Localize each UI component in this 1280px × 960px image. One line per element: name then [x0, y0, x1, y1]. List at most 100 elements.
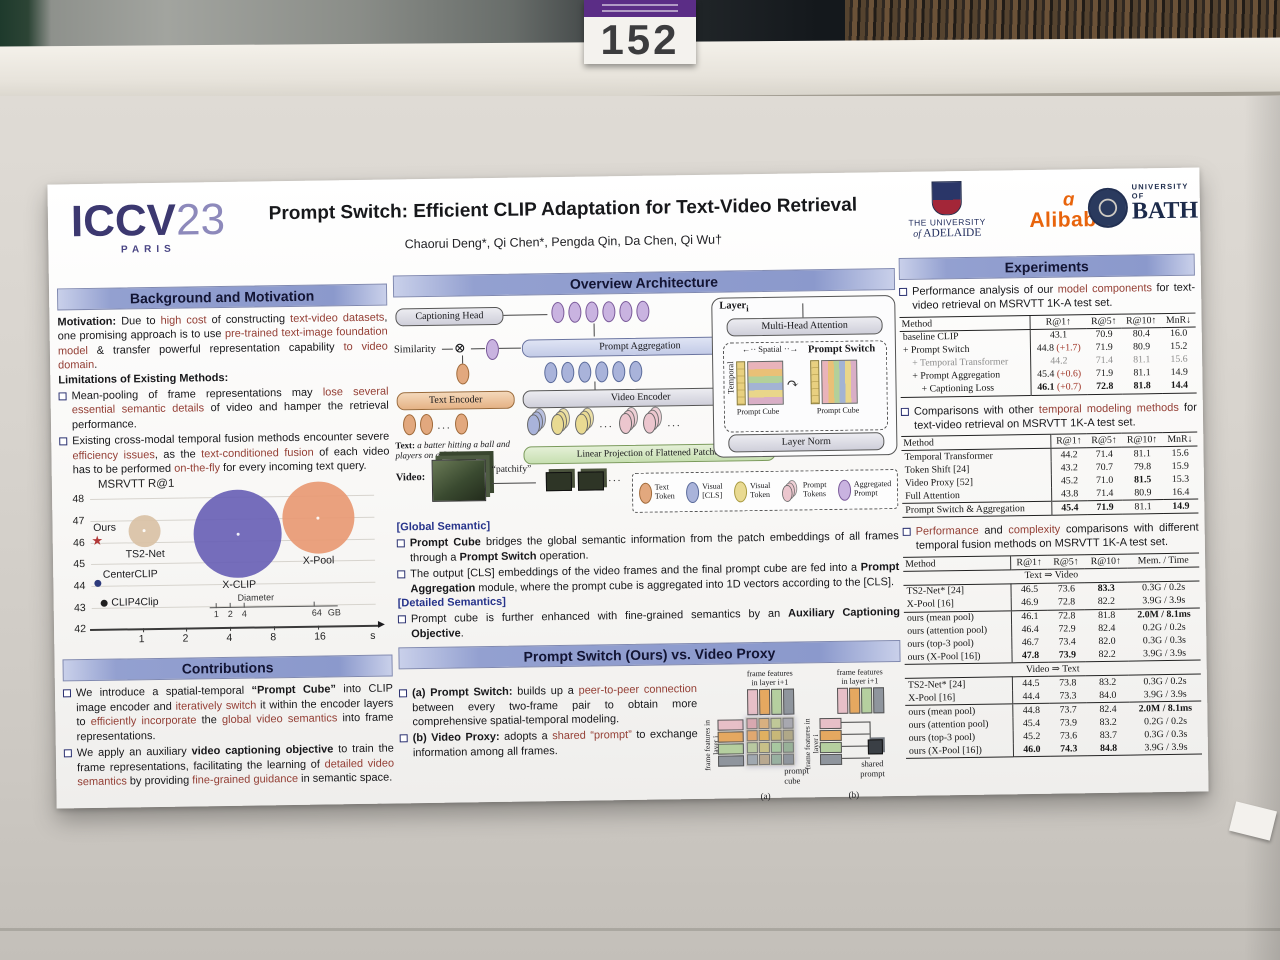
- detailed-semantics-list: Prompt cube is further enhanced with fin…: [397, 605, 900, 641]
- shared-prompt-square: [867, 739, 883, 755]
- legend-item-aggregated-prompt: Aggregated Prompt: [837, 479, 892, 501]
- bullet-square-icon: [397, 615, 406, 624]
- experiments-note-3: Performance and complexity comparisons w…: [902, 521, 1199, 554]
- experiments-note-1: Performance analysis of our model compon…: [899, 281, 1195, 314]
- chart-point-label: CLIP4Clip: [111, 596, 159, 610]
- text-caption: Text: a batter hitting a ball and player…: [395, 439, 517, 461]
- legend-item-visual-token: Visual Token: [733, 480, 771, 502]
- bullet-square-icon: [900, 407, 909, 416]
- diameter-legend-label: Diameter: [237, 592, 275, 604]
- bath-text: UNIVERSITY OF BATH: [1132, 182, 1199, 225]
- msrvtt-bubble-chart: MSRVTT R@1 42 43 44 45 46 47 48 ▶ 1 2 4 8 16 s X-CLIP X-…: [60, 477, 386, 652]
- y-tick-label: 43: [73, 601, 86, 615]
- global-semantic-list: Prompt Cube bridges the global semantic …: [396, 529, 900, 596]
- middle-column: Overview Architecture Captioning Head Si…: [392, 268, 903, 815]
- x-axis-arrow-icon: ▶: [377, 619, 385, 630]
- prompt-cube-label: Prompt Cube: [816, 405, 860, 416]
- video-proxy-figure-b: frame features in layer i+1 frame feature…: [802, 667, 903, 808]
- legend-item-prompt-tokens: Prompt Tokens: [781, 477, 827, 504]
- section-header-background: Background and Motivation: [56, 283, 388, 311]
- legend-item-visual-cls: Visual [CLS]: [686, 481, 723, 503]
- chart-point-label: X-CLIP: [222, 578, 257, 592]
- x-tick: [186, 628, 188, 633]
- x-tick-label: 2: [182, 633, 189, 646]
- contributions-list: We introduce a spatial-temporal “Prompt …: [62, 682, 395, 790]
- text-token-row: ···: [402, 413, 469, 436]
- adelaide-of: of: [913, 228, 922, 240]
- x-unit-label: s: [370, 630, 376, 643]
- bullet-item: Existing cross-modal temporal fusion met…: [59, 430, 390, 478]
- x-tick-label: 4: [226, 632, 233, 645]
- experiments-note-2: Comparisons with other temporal modeling…: [900, 400, 1197, 433]
- visual-token-icon: [733, 480, 748, 502]
- diameter-tick: [229, 603, 231, 609]
- patchify-arrow: [491, 482, 536, 485]
- diameter-tick: [313, 602, 315, 608]
- section-header-contributions: Contributions: [62, 654, 393, 682]
- column-header: R@5↑: [1047, 554, 1085, 570]
- architecture-diagram: Captioning Head Similarity ⊗ Prompt Aggr…: [393, 295, 899, 516]
- aggregated-prompt-token: [485, 338, 500, 361]
- y-tick-label: 46: [72, 536, 85, 550]
- bullet-square-icon: [397, 570, 406, 579]
- diameter-unit-label: GB: [327, 607, 341, 618]
- bath-logo: UNIVERSITY OF BATH: [1087, 182, 1199, 229]
- diameter-tick-label: 64: [311, 608, 322, 619]
- aggregated-prompt-row: [551, 300, 650, 324]
- patch-cube: [577, 471, 605, 491]
- prompt-tokens-icon: [781, 480, 798, 502]
- x-tick: [142, 628, 144, 633]
- spatial-label: ←·· Spatial ··→: [741, 343, 799, 355]
- bullet-item: We apply an auxiliary video captioning o…: [63, 742, 395, 790]
- limitations-list: Mean-pooling of frame representations ma…: [58, 385, 390, 478]
- ellipsis: ···: [607, 475, 622, 488]
- complexity-table: Method R@1↑ R@5↑ R@10↑ Mem. / Time Text ⇒ Vid…: [903, 552, 1203, 759]
- connector-line: [802, 303, 804, 318]
- bullet-item: Prompt Cube bridges the global semantic …: [396, 529, 899, 565]
- bullet-square-icon: [398, 689, 408, 698]
- bullet-square-icon: [62, 689, 72, 698]
- text-token-icon: [638, 482, 652, 504]
- y-tick-label: 44: [73, 580, 86, 593]
- bullet-square-icon: [899, 287, 908, 296]
- diameter-tick-label: 4: [241, 609, 247, 620]
- x-tick: [274, 626, 276, 631]
- bullet-square-icon: [59, 437, 68, 446]
- patchify-label: “patchify”: [491, 464, 532, 476]
- table-row: Prompt Switch & Aggregation 45.4 71.9 81.1 1…: [902, 499, 1199, 518]
- frame-features-top-label: frame features in layer i+1: [746, 668, 793, 688]
- figure-a-label: (a): [760, 791, 771, 802]
- x-axis: [90, 625, 381, 632]
- captioning-head-box: Captioning Head: [395, 306, 504, 327]
- x-tick-label: 1: [138, 633, 145, 646]
- adelaide-crest-icon: [931, 181, 962, 216]
- bubble-center-dot: [236, 532, 240, 536]
- chart-title: MSRVTT R@1: [97, 478, 175, 492]
- frame-features-top-label: frame features in layer i+1: [836, 667, 883, 687]
- temporal-modeling-table: Method R@1↑ R@5↑ R@10↑ MnR↓ Temporal Transfor…: [901, 431, 1199, 518]
- connector-line: [470, 348, 485, 350]
- column-header: MnR↓: [1162, 432, 1198, 447]
- poster-authors: Chaorui Deng*, Qi Chen*, Pengda Qin, Da …: [404, 232, 723, 252]
- layer-detail-panel: Layeri Multi-Head Attention ←·· Spatial …: [711, 295, 898, 458]
- connector-line: [594, 381, 596, 390]
- temporal-label: Temporal: [725, 361, 736, 394]
- legend-item-text-token: Text Token: [638, 482, 675, 504]
- layer-label: Layeri: [719, 300, 749, 314]
- column-header: R@1↑: [1050, 434, 1087, 449]
- bullet-item: We introduce a spatial-temporal “Prompt …: [62, 682, 394, 745]
- bullet-square-icon: [63, 749, 72, 758]
- aggregated-prompt-icon: [837, 479, 852, 501]
- prompt-cube-grid: [745, 716, 796, 767]
- prompt-switch-box: ←·· Spatial ··→ Temporal Prompt Switch ↷…: [722, 340, 889, 433]
- bullet-item: Mean-pooling of frame representations ma…: [58, 385, 389, 433]
- connector-line: [503, 314, 548, 316]
- column-header: R@5↑: [1086, 433, 1122, 449]
- bullet-square-icon: [902, 527, 911, 536]
- shared-prompt-caption: shared prompt: [860, 758, 885, 779]
- column-header: R@1↑: [1010, 555, 1048, 570]
- diameter-tick-label: 1: [213, 609, 219, 620]
- y-tick-label: 47: [72, 515, 85, 528]
- tag-purple-strip: [584, 0, 696, 17]
